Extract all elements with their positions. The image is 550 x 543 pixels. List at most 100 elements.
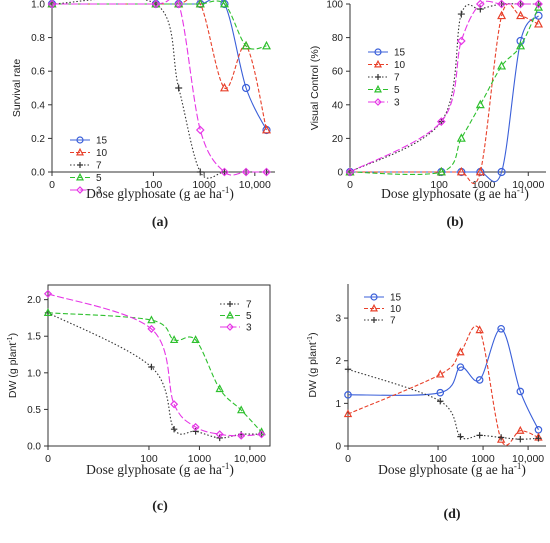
point-series-7	[170, 425, 178, 433]
x-tick-label: 1000	[188, 453, 212, 465]
point-series-15	[516, 36, 525, 46]
legend-label-10: 10	[96, 148, 108, 159]
point-series-10	[496, 434, 506, 443]
x-tick-label: 0	[347, 179, 353, 191]
point-series-5	[436, 166, 446, 176]
legend-label-5: 5	[394, 85, 400, 96]
chart-panel-1: 0 100 1000 10,000 0.0 0.2 0.4 0.6 0.8 1.0 Survival…	[11, 0, 275, 197]
point-series-5	[147, 315, 156, 324]
panel-label: (a)	[152, 215, 169, 230]
y-axis-label: Visual Control (%)	[309, 46, 321, 130]
point-series-5	[497, 61, 507, 70]
point-series-7	[457, 10, 465, 18]
point-series-5	[191, 335, 200, 344]
point-series-15	[497, 324, 505, 333]
x-tick-label: 0	[49, 179, 55, 191]
x-tick-label: 10,000	[512, 453, 544, 465]
point-series-7	[476, 5, 484, 13]
point-series-15	[516, 387, 525, 396]
y-tick-label: 1.5	[27, 332, 41, 343]
fit-curve-series-3	[349, 0, 539, 173]
chart-panel-2: 0 100 1000 10,000 0 20 40 60 80 100 Visual Control…	[309, 0, 546, 191]
point-series-7	[457, 433, 464, 440]
y-tick-label: 100	[326, 0, 343, 11]
legend: 753	[220, 300, 252, 334]
point-series-15	[344, 391, 352, 399]
plot-frame	[47, 284, 271, 447]
point-series-7	[437, 398, 444, 405]
fit-curve-series-7	[51, 0, 267, 179]
point-series-7	[517, 435, 524, 443]
point-series-7	[175, 84, 183, 92]
fit-curve-series-7	[347, 368, 539, 440]
point-series-10	[76, 147, 84, 156]
point-series-10	[262, 124, 272, 134]
fit-curve-series-15	[51, 0, 267, 131]
panel-label: (b)	[446, 215, 463, 230]
fit-curve-series-5	[349, 7, 539, 176]
point-series-7	[192, 428, 199, 435]
point-series-7	[476, 432, 483, 439]
point-series-3	[174, 0, 184, 9]
point-series-5	[534, 2, 544, 11]
legend-label-3: 3	[96, 186, 102, 197]
x-axis-label: Dose glyphosate (g ae ha-1)	[86, 185, 234, 201]
y-tick-label: 80	[332, 33, 344, 44]
point-series-3	[237, 431, 246, 440]
point-series-5	[237, 405, 246, 414]
point-series-5	[219, 0, 229, 8]
axis-lines	[51, 4, 275, 173]
point-series-10	[497, 10, 507, 20]
point-series-7	[375, 74, 381, 80]
x-tick-label: 100	[145, 179, 163, 191]
legend-label-3: 3	[246, 323, 252, 334]
y-tick-label: 0.6	[31, 67, 45, 78]
point-series-7	[371, 317, 377, 323]
point-series-10	[374, 59, 382, 68]
fit-curve-series-15	[347, 328, 539, 431]
point-series-15	[436, 388, 445, 397]
y-tick-label: 20	[332, 134, 344, 145]
x-tick-label: 1000	[192, 179, 216, 191]
point-series-3	[195, 125, 205, 135]
y-tick-label: 2.0	[27, 295, 41, 306]
point-series-15	[76, 136, 84, 144]
legend-label-5: 5	[246, 311, 252, 322]
y-tick-label: 1.0	[31, 0, 45, 11]
x-tick-label: 10,000	[512, 179, 544, 191]
point-series-3	[151, 0, 161, 9]
x-axis-label: Dose glyphosate (g ae ha-1)	[86, 461, 234, 477]
point-series-3	[345, 167, 355, 177]
x-axis-label: Dose glyphosate (g ae ha-1)	[381, 185, 529, 201]
y-tick-label: 0	[335, 442, 341, 453]
fit-curve-series-3	[51, 0, 267, 176]
fit-curve-series-5	[51, 0, 267, 50]
point-series-7	[148, 363, 155, 371]
y-axis-label: DW (g plant-1)	[307, 332, 319, 397]
legend-label-7: 7	[246, 300, 252, 311]
y-axis-label: DW (g plant-1)	[7, 333, 19, 398]
point-series-10	[343, 409, 353, 418]
point-series-5	[374, 84, 382, 93]
y-tick-label: 1.0	[27, 368, 41, 379]
x-tick-label: 100	[430, 179, 448, 191]
x-tick-label: 10,000	[239, 179, 271, 191]
fit-curve-series-5	[47, 312, 262, 433]
point-series-10	[534, 19, 544, 28]
chart-panel-3: 0 100 1000 10,000 0.0 0.5 1.0 1.5 2.0 DW (g plant…	[7, 284, 271, 465]
y-tick-label: 0.4	[31, 100, 45, 111]
point-series-10	[370, 303, 378, 312]
point-series-5	[262, 40, 272, 50]
y-tick-label: 0.2	[31, 134, 45, 145]
x-tick-label: 0	[45, 453, 51, 465]
legend-label-3: 3	[394, 98, 400, 109]
y-tick-label: 0.0	[31, 168, 45, 179]
point-series-10	[516, 10, 526, 20]
point-series-3	[241, 167, 251, 177]
point-series-15	[475, 376, 484, 384]
point-series-15	[241, 83, 251, 93]
